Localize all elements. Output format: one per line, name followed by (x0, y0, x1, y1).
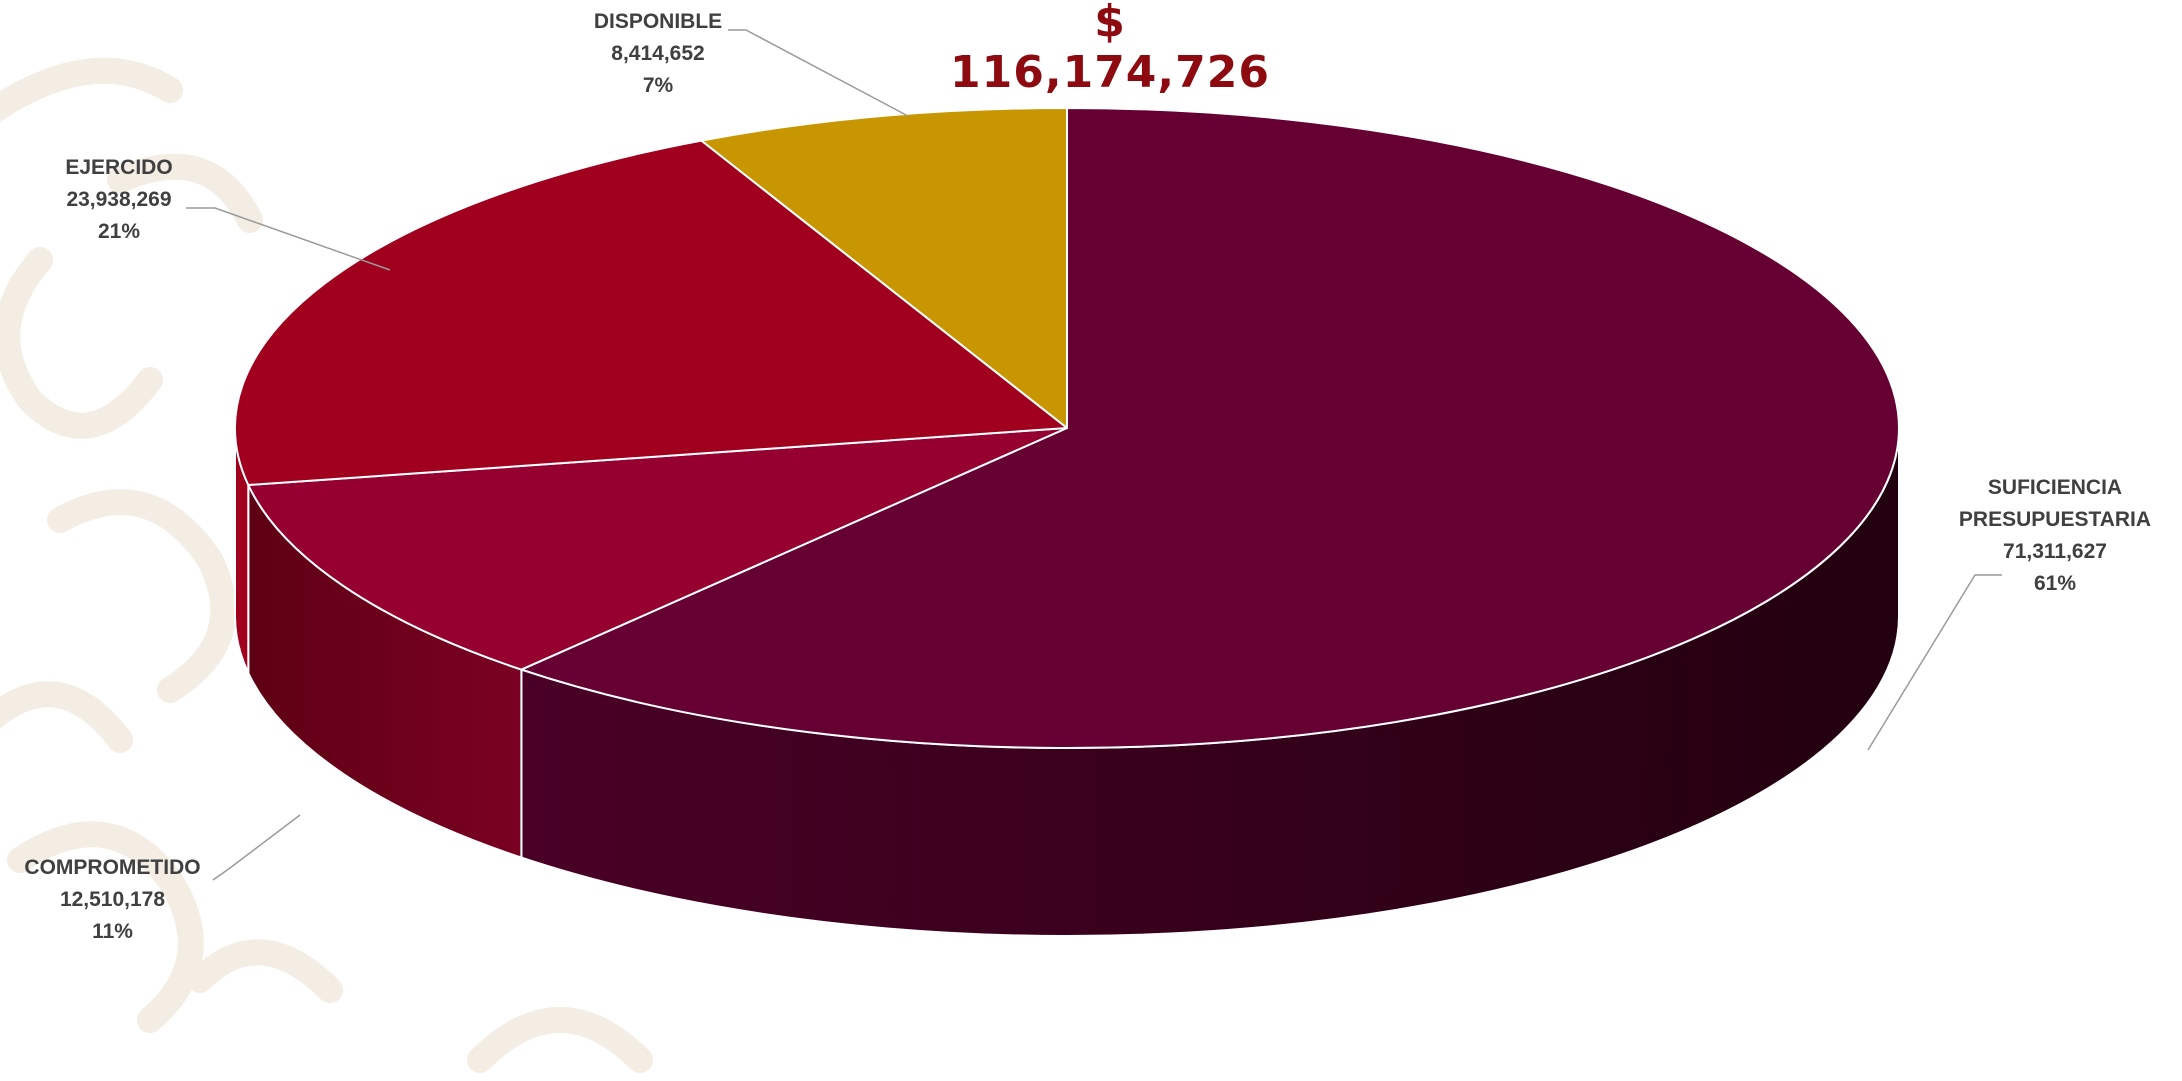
pie-slice-suficiencia (520, 107, 1900, 749)
pie-slice-comprometido (247, 427, 1068, 671)
chart-total-title: $ 116,174,726 (950, 0, 1270, 98)
label-suficiencia-name-line2: PRESUPUESTARIA (1958, 508, 2152, 531)
label-disponible-percent: 7% (642, 74, 674, 97)
label-comprometido-percent: 11% (92, 920, 133, 943)
leader-line-comprometido (212, 814, 301, 881)
leader-line-disponible (728, 29, 909, 117)
label-comprometido: COMPROMETIDO 12,510,178 11% (0, 852, 225, 948)
label-disponible-value: 8,414,652 (611, 42, 705, 65)
leader-line-ejercido (186, 207, 391, 271)
label-suficiencia: SUFICIENCIA PRESUPUESTARIA 71,311,627 61… (1940, 472, 2170, 600)
label-ejercido-percent: 21% (97, 220, 141, 243)
label-suficiencia-name-line1: SUFICIENCIA (1987, 476, 2123, 499)
label-disponible-name: DISPONIBLE (593, 10, 723, 33)
label-ejercido-name: EJERCIDO (65, 156, 173, 179)
label-ejercido: EJERCIDO 23,938,269 21% (24, 152, 214, 248)
label-ejercido-value: 23,938,269 (66, 188, 172, 211)
label-disponible: DISPONIBLE 8,414,652 7% (558, 6, 758, 102)
label-comprometido-name: COMPROMETIDO (24, 856, 201, 879)
label-suficiencia-percent: 61% (2033, 572, 2077, 595)
leader-line-suficiencia (1867, 574, 2002, 751)
label-comprometido-value: 12,510,178 (59, 888, 166, 911)
pie-slice-disponible (700, 107, 1068, 429)
pie-slice-ejercido (234, 139, 1068, 486)
label-suficiencia-value: 71,311,627 (2003, 540, 2107, 563)
